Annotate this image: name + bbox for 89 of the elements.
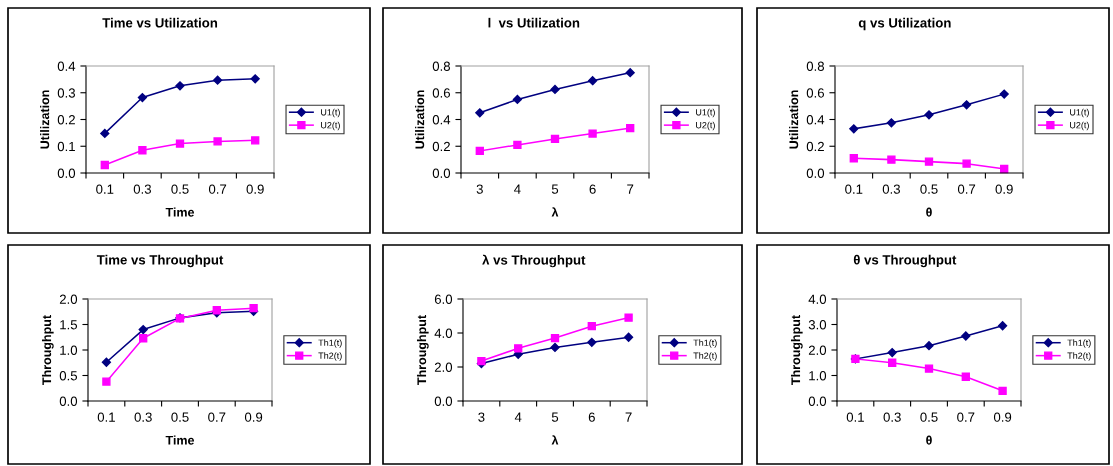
x-tick-label: 0.1 bbox=[845, 184, 863, 194]
legend-label: Th1(t) bbox=[1067, 339, 1091, 348]
y-tick-label: 2.0 bbox=[808, 345, 827, 355]
chart-title: l vs Utilization bbox=[488, 17, 580, 28]
x-tick-label: 0.5 bbox=[920, 184, 938, 194]
x-tick-label: 0.9 bbox=[244, 412, 263, 422]
legend-label: Th2(t) bbox=[318, 352, 342, 361]
x-axis-title: λ bbox=[551, 207, 559, 217]
legend-label: U2(t) bbox=[1070, 121, 1089, 131]
x-tick-label: 0.3 bbox=[133, 184, 151, 194]
legend-label: Th2(t) bbox=[1067, 352, 1091, 361]
legend-label: U2(t) bbox=[696, 121, 715, 131]
y-tick-label: 6.0 bbox=[434, 294, 453, 304]
y-tick-label: 0.0 bbox=[59, 396, 78, 406]
y-tick-label: 0.2 bbox=[806, 141, 824, 152]
x-tick-label: 0.9 bbox=[995, 184, 1013, 194]
legend-label: U1(t) bbox=[1070, 108, 1089, 118]
x-tick-label: 0.7 bbox=[957, 184, 976, 194]
y-axis-title: Throughput bbox=[790, 315, 803, 385]
y-axis-title: Utilization bbox=[789, 90, 799, 149]
x-tick-label: 0.3 bbox=[882, 184, 900, 194]
y-axis-title: Utilization bbox=[415, 90, 425, 149]
x-tick-label: 7 bbox=[625, 412, 632, 422]
x-tick-label: 0.7 bbox=[208, 412, 226, 422]
x-tick-label: 0.7 bbox=[208, 184, 227, 194]
y-tick-label: 0.2 bbox=[57, 115, 75, 125]
x-axis-title: λ bbox=[551, 435, 559, 445]
x-tick-label: 0.5 bbox=[171, 184, 189, 194]
x-axis-title: Time bbox=[165, 207, 195, 217]
x-tick-label: 0.9 bbox=[246, 184, 264, 194]
y-tick-label: 0.0 bbox=[434, 396, 453, 406]
y-tick-label: 0.6 bbox=[806, 88, 825, 98]
x-axis-title: Time bbox=[165, 435, 195, 445]
y-tick-label: 0.8 bbox=[432, 61, 451, 71]
y-tick-label: 3.0 bbox=[808, 320, 827, 330]
x-tick-label: 5 bbox=[551, 184, 559, 194]
y-tick-label: 0.0 bbox=[432, 168, 451, 178]
y-tick-label: 0.1 bbox=[57, 141, 75, 152]
y-tick-label: 0.4 bbox=[806, 115, 825, 125]
chart-title: Time vs Throughput bbox=[96, 254, 224, 268]
legend-label: Th2(t) bbox=[693, 352, 717, 361]
chart-title: λ vs Throughput bbox=[482, 254, 586, 268]
y-tick-label: 0.6 bbox=[432, 88, 451, 98]
legend-label: Th1(t) bbox=[693, 339, 717, 348]
legend-label: U2(t) bbox=[321, 121, 340, 131]
x-tick-label: 6 bbox=[588, 412, 595, 422]
y-tick-label: 0.5 bbox=[59, 371, 78, 381]
y-tick-label: 4.0 bbox=[434, 328, 453, 338]
x-tick-label: 4 bbox=[514, 184, 521, 194]
y-tick-label: 0.0 bbox=[806, 168, 825, 178]
chart-title: q vs Utilization bbox=[858, 17, 951, 31]
x-tick-label: 5 bbox=[551, 412, 559, 422]
x-tick-label: 0.3 bbox=[134, 412, 152, 422]
y-tick-label: 0.0 bbox=[57, 168, 76, 178]
x-tick-label: 0.5 bbox=[171, 412, 189, 422]
x-tick-label: 0.1 bbox=[846, 412, 864, 422]
x-tick-label: 0.3 bbox=[883, 412, 901, 422]
x-tick-label: 3 bbox=[478, 412, 485, 422]
y-axis-title: Utilization bbox=[40, 90, 50, 149]
x-tick-label: 0.1 bbox=[96, 184, 114, 194]
y-tick-label: 0.2 bbox=[432, 141, 450, 152]
x-tick-label: 0.9 bbox=[993, 412, 1012, 422]
legend-label: Th1(t) bbox=[318, 339, 342, 348]
y-tick-label: 0.8 bbox=[806, 61, 825, 71]
y-tick-label: 0.0 bbox=[808, 396, 827, 406]
y-axis-title: Throughput bbox=[41, 315, 54, 385]
x-axis-title: θ bbox=[926, 207, 932, 217]
chart-title: Time vs Utilization bbox=[102, 17, 218, 28]
x-tick-label: 3 bbox=[476, 184, 483, 194]
x-tick-label: 6 bbox=[589, 184, 596, 194]
y-tick-label: 0.4 bbox=[57, 61, 76, 71]
y-tick-label: 2.0 bbox=[434, 362, 453, 372]
y-tick-label: 0.4 bbox=[432, 115, 451, 125]
x-tick-label: 0.7 bbox=[957, 412, 975, 422]
y-tick-label: 2.0 bbox=[59, 294, 78, 304]
x-tick-label: 7 bbox=[627, 184, 634, 194]
x-tick-label: 0.1 bbox=[97, 412, 115, 422]
legend-label: U1(t) bbox=[696, 108, 715, 118]
y-tick-label: 0.3 bbox=[57, 88, 76, 98]
y-tick-label: 4.0 bbox=[808, 294, 827, 304]
x-axis-title: θ bbox=[926, 435, 932, 445]
y-tick-label: 1.0 bbox=[60, 345, 78, 355]
x-tick-label: 0.5 bbox=[920, 412, 938, 422]
legend-label: U1(t) bbox=[321, 108, 340, 118]
chart-title: θ vs Throughput bbox=[853, 254, 957, 268]
x-tick-label: 4 bbox=[514, 412, 522, 422]
y-tick-label: 1.5 bbox=[60, 320, 78, 330]
y-axis-title: Throughput bbox=[416, 315, 429, 385]
y-tick-label: 1.0 bbox=[809, 371, 827, 381]
